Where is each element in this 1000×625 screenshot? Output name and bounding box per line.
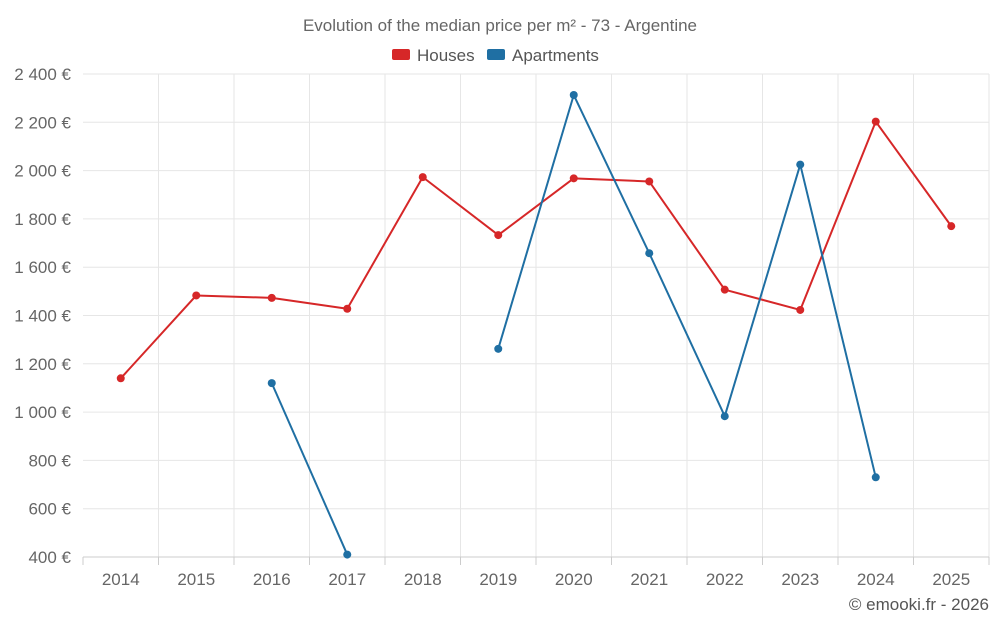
- data-point-apartments-2021[interactable]: [645, 249, 654, 258]
- data-point-apartments-2019[interactable]: [494, 344, 503, 353]
- series: [116, 91, 956, 559]
- series-line-houses: [120, 120, 953, 379]
- x-tick-label: 2022: [706, 570, 744, 589]
- y-tick-label: 1 800 €: [14, 210, 71, 229]
- data-point-houses-2017[interactable]: [343, 304, 352, 313]
- data-point-apartments-2016[interactable]: [267, 379, 276, 388]
- x-tick-label: 2017: [328, 570, 366, 589]
- x-tick-label: 2016: [253, 570, 291, 589]
- x-tick-label: 2015: [177, 570, 215, 589]
- axes: 400 € 600 € 800 € 1 000 € 1 200 € 1 400 € 1 60…: [14, 65, 990, 589]
- data-point-houses-2025[interactable]: [947, 222, 956, 231]
- y-tick-label: 1 600 €: [14, 258, 71, 277]
- x-tick-label: 2020: [555, 570, 593, 589]
- y-tick-label: 2 200 €: [14, 113, 71, 132]
- data-point-apartments-2020[interactable]: [569, 91, 578, 100]
- data-point-apartments-2022[interactable]: [720, 412, 729, 421]
- legend-item-houses[interactable]: Houses: [392, 46, 475, 65]
- legend-swatch-apartments: [487, 49, 505, 60]
- legend-label-houses: Houses: [417, 46, 475, 65]
- data-point-houses-2018[interactable]: [418, 173, 427, 182]
- data-point-houses-2021[interactable]: [645, 177, 654, 186]
- data-point-apartments-2017[interactable]: [343, 550, 352, 559]
- y-tick-label: 1 200 €: [14, 355, 71, 374]
- x-tick-label: 2021: [630, 570, 668, 589]
- y-tick-label: 2 400 €: [14, 65, 71, 84]
- data-point-houses-2024[interactable]: [871, 117, 880, 126]
- credit-text: © emooki.fr - 2026: [849, 595, 989, 614]
- legend-label-apartments: Apartments: [512, 46, 599, 65]
- y-tick-label: 1 000 €: [14, 403, 71, 422]
- data-point-apartments-2023[interactable]: [796, 160, 805, 169]
- data-point-houses-2019[interactable]: [494, 231, 503, 240]
- data-point-houses-2023[interactable]: [796, 305, 805, 314]
- data-point-houses-2022[interactable]: [720, 285, 729, 294]
- y-tick-label: 600 €: [28, 500, 71, 519]
- x-tick-label: 2018: [404, 570, 442, 589]
- data-point-houses-2016[interactable]: [267, 293, 276, 302]
- grid: [83, 73, 990, 557]
- x-tick-label: 2023: [781, 570, 819, 589]
- data-point-houses-2020[interactable]: [569, 174, 578, 183]
- legend: Houses Apartments: [392, 46, 599, 65]
- x-tick-label: 2025: [932, 570, 970, 589]
- chart-title: Evolution of the median price per m² - 7…: [303, 16, 697, 35]
- x-tick-label: 2014: [102, 570, 140, 589]
- legend-swatch-houses: [392, 49, 410, 60]
- series-line-apartments: [497, 94, 877, 478]
- data-point-houses-2014[interactable]: [116, 374, 125, 383]
- y-tick-label: 2 000 €: [14, 162, 71, 181]
- series-line-apartments: [270, 382, 349, 555]
- y-tick-label: 800 €: [28, 451, 71, 470]
- legend-item-apartments[interactable]: Apartments: [487, 46, 599, 65]
- y-tick-label: 400 €: [28, 548, 71, 567]
- x-tick-label: 2019: [479, 570, 517, 589]
- y-tick-label: 1 400 €: [14, 307, 71, 326]
- x-tick-label: 2024: [857, 570, 895, 589]
- data-point-apartments-2024[interactable]: [871, 473, 880, 482]
- data-point-houses-2015[interactable]: [192, 291, 201, 300]
